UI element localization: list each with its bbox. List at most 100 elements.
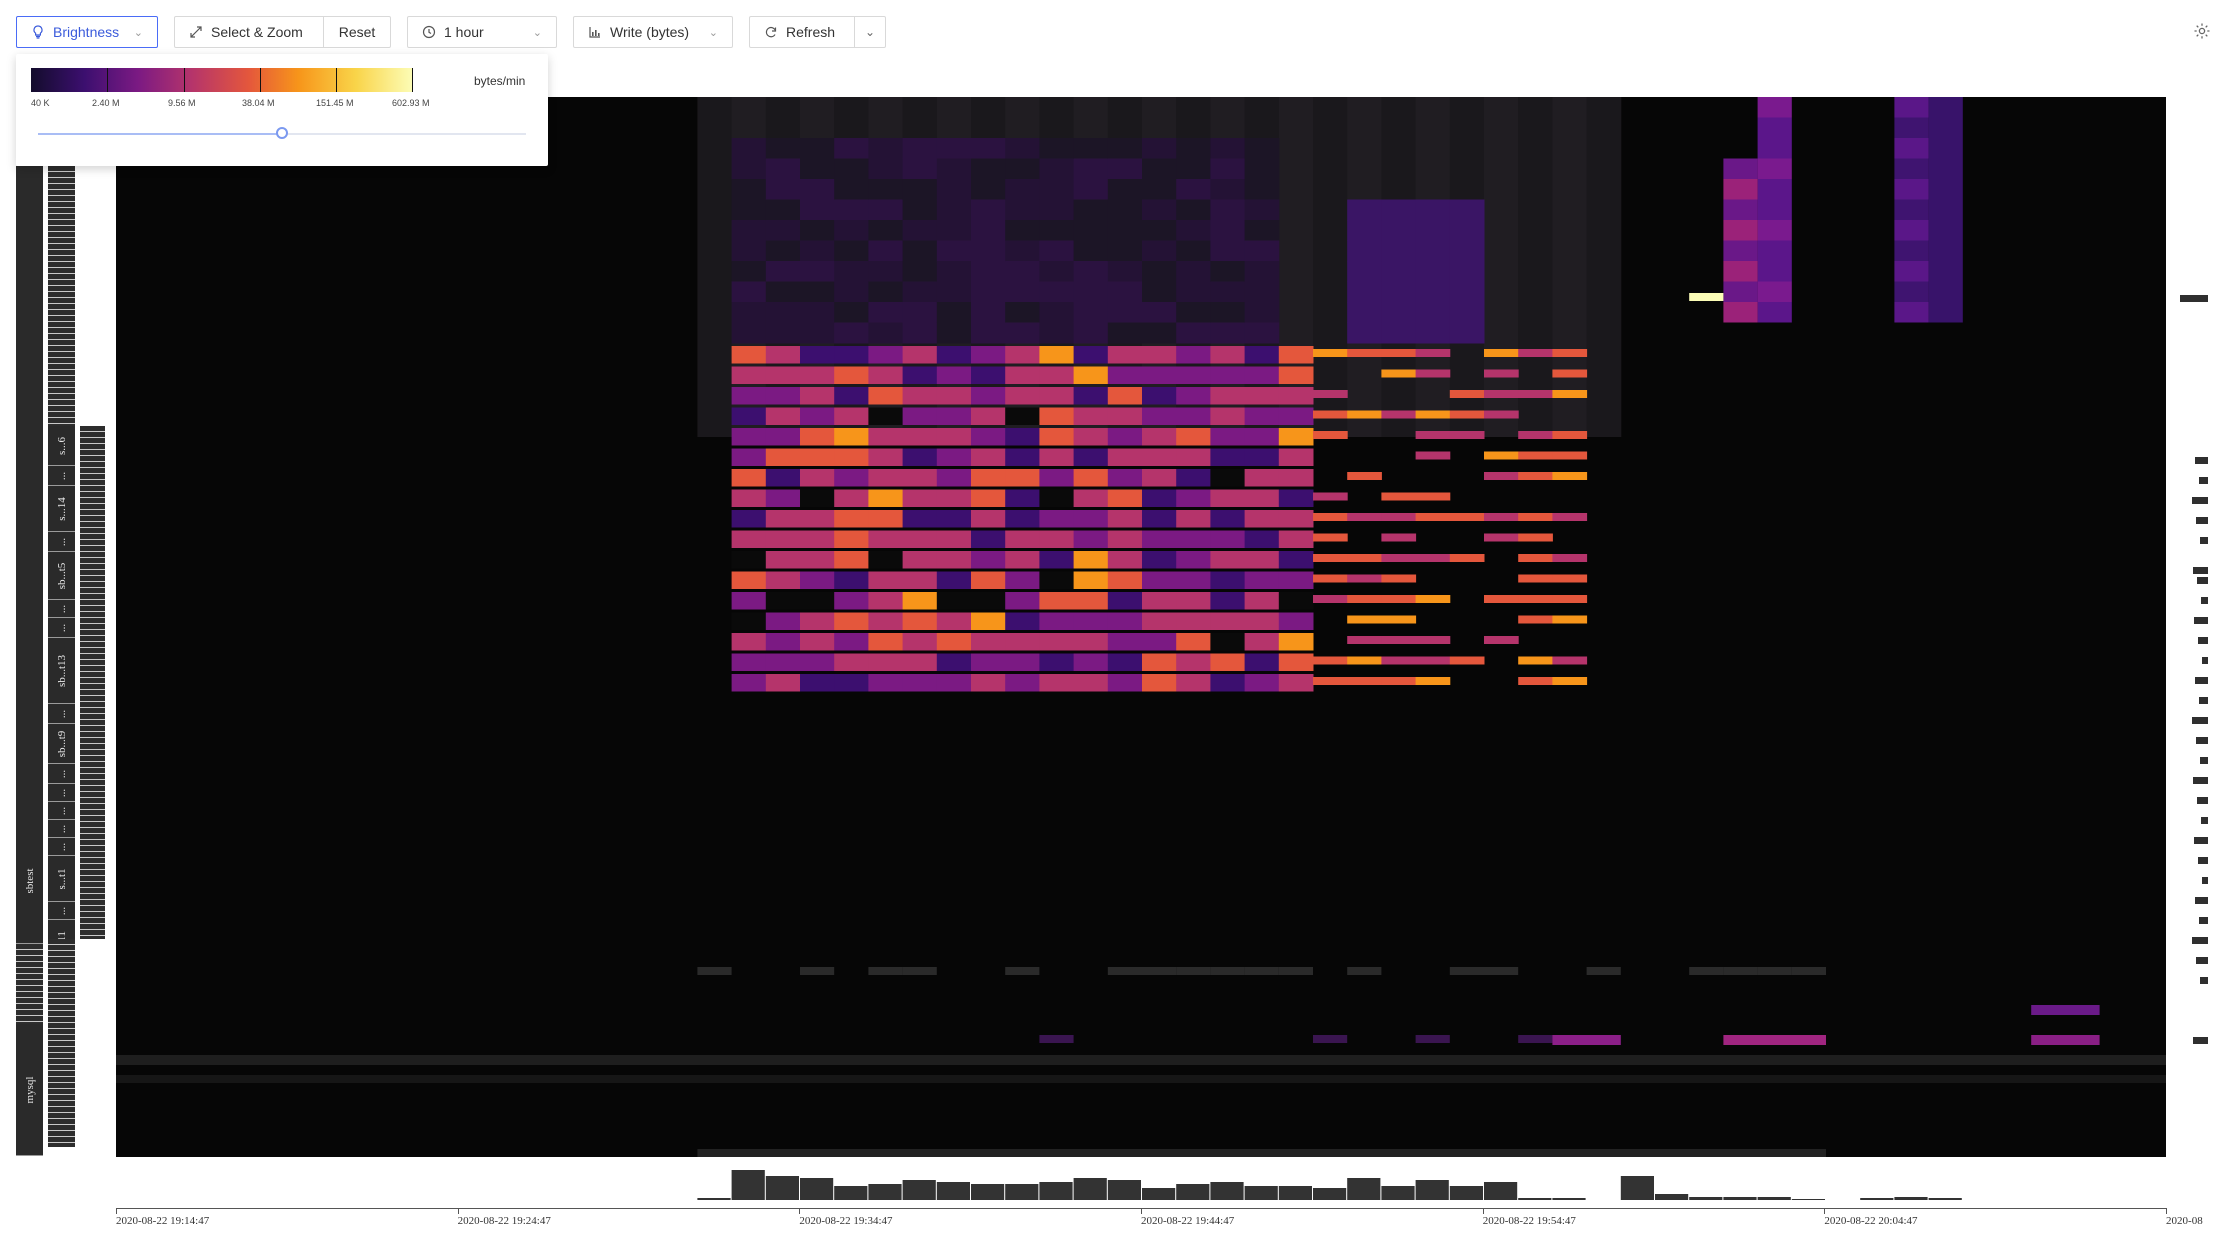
axis-tick-label: 2020-08-22 19:14:47 bbox=[116, 1215, 210, 1227]
table-label-ellipsis[interactable]: ... bbox=[48, 466, 75, 486]
heatmap-svg bbox=[116, 97, 2166, 1157]
legend-label: 38.04 M bbox=[242, 98, 275, 108]
legend-tick bbox=[184, 68, 185, 92]
db-label-sbtest[interactable]: sbtest bbox=[16, 166, 43, 944]
time-range-value: 1 hour bbox=[444, 24, 484, 40]
refresh-label: Refresh bbox=[786, 24, 836, 40]
legend-tick bbox=[260, 68, 261, 92]
legend-tick bbox=[336, 68, 337, 92]
table-label-ellipsis[interactable]: ... bbox=[48, 532, 75, 552]
index-label-column bbox=[80, 426, 105, 939]
chevron-down-icon: ⌄ bbox=[864, 25, 876, 39]
brightness-slider-handle[interactable] bbox=[276, 127, 288, 139]
table-label-text: ... bbox=[55, 537, 68, 546]
table-label-block[interactable]: s...14 bbox=[48, 486, 75, 532]
table-label-text: ... bbox=[55, 471, 68, 480]
table-label-stripes-top bbox=[48, 166, 75, 426]
axis-tick-label: 2020-08-22 20:04:47 bbox=[1824, 1215, 1918, 1227]
axis-tick-label: 2020-08 bbox=[2166, 1215, 2203, 1227]
expand-arrows-icon bbox=[189, 25, 203, 39]
axis-tick-label: 2020-08-22 19:44:47 bbox=[1141, 1215, 1235, 1227]
table-label-ellipsis[interactable]: ... bbox=[48, 838, 75, 856]
table-label-text: s...t1 bbox=[55, 867, 68, 890]
table-label-text: ... bbox=[55, 604, 68, 613]
axis-tick bbox=[457, 1208, 459, 1214]
axis-tick bbox=[2166, 1208, 2168, 1214]
legend-label: 40 K bbox=[31, 98, 50, 108]
table-label-ellipsis[interactable]: ... bbox=[48, 784, 75, 802]
metric-select[interactable]: Write (bytes) ⌄ bbox=[573, 16, 733, 48]
legend-label: 151.45 M bbox=[316, 98, 354, 108]
db-label-mysql[interactable]: mysql bbox=[16, 1024, 43, 1156]
db-label-other-stripes bbox=[16, 944, 43, 1024]
brightness-popover: 40 K 2.40 M 9.56 M 38.04 M 151.45 M 602.… bbox=[16, 54, 548, 166]
reset-button[interactable]: Reset bbox=[323, 16, 391, 48]
gear-icon[interactable] bbox=[2193, 22, 2211, 40]
table-label-text: ... bbox=[55, 788, 68, 797]
axis-tick-label: 2020-08-22 19:54:47 bbox=[1482, 1215, 1576, 1227]
clock-icon bbox=[422, 25, 436, 39]
axis-tick-label: 2020-08-22 19:24:47 bbox=[457, 1215, 551, 1227]
select-zoom-button[interactable]: Select & Zoom bbox=[174, 16, 324, 48]
color-scale-bar bbox=[31, 68, 413, 92]
table-label-text: ... bbox=[55, 769, 68, 778]
time-range-select[interactable]: 1 hour ⌄ bbox=[407, 16, 557, 48]
time-axis bbox=[116, 1208, 2166, 1209]
legend-label: 2.40 M bbox=[92, 98, 120, 108]
table-label-ellipsis[interactable]: ... bbox=[48, 902, 75, 920]
metric-value: Write (bytes) bbox=[610, 24, 690, 40]
axis-tick bbox=[1482, 1208, 1484, 1214]
table-label-text: sb...t13 bbox=[55, 654, 68, 687]
refresh-button[interactable]: Refresh bbox=[749, 16, 855, 48]
brightness-button[interactable]: Brightness ⌄ bbox=[16, 16, 158, 48]
brightness-label: Brightness bbox=[53, 24, 120, 40]
chevron-down-icon: ⌄ bbox=[532, 26, 542, 39]
table-label-text: ... bbox=[55, 806, 68, 815]
table-label-text: sb...t5 bbox=[55, 562, 68, 589]
select-zoom-label: Select & Zoom bbox=[211, 24, 303, 40]
legend-label: 9.56 M bbox=[168, 98, 196, 108]
reset-label: Reset bbox=[338, 24, 376, 40]
legend-label: 602.93 M bbox=[392, 98, 430, 108]
chevron-down-icon: ⌄ bbox=[708, 26, 718, 39]
legend-tick bbox=[412, 68, 413, 92]
legend-unit: bytes/min bbox=[474, 74, 526, 88]
table-label-text: ... bbox=[55, 906, 68, 915]
row-volume-histogram bbox=[2168, 97, 2208, 1157]
table-label-text: s...6 bbox=[55, 436, 68, 455]
table-label-ellipsis[interactable]: ... bbox=[48, 764, 75, 784]
refresh-icon bbox=[764, 25, 778, 39]
legend-tick bbox=[107, 68, 108, 92]
axis-tick bbox=[1824, 1208, 1826, 1214]
table-label-block[interactable]: sb...t5 bbox=[48, 552, 75, 600]
time-volume-histogram bbox=[116, 1160, 2166, 1200]
table-label-text: ... bbox=[55, 824, 68, 833]
table-label-block[interactable]: sb...t9 bbox=[48, 724, 75, 764]
table-label-ellipsis[interactable]: ... bbox=[48, 802, 75, 820]
table-label-text: ... bbox=[55, 623, 68, 632]
table-label-text: sb...t9 bbox=[55, 730, 68, 757]
db-label-text: sbtest bbox=[23, 868, 36, 894]
table-label-column: s...6... s...14... sb...t5...... sb...t13..… bbox=[48, 426, 75, 1000]
axis-tick bbox=[116, 1208, 117, 1214]
table-label-ellipsis[interactable]: ... bbox=[48, 820, 75, 838]
bulb-icon bbox=[31, 25, 45, 39]
table-label-stripes-bottom bbox=[48, 939, 75, 1147]
axis-tick bbox=[799, 1208, 801, 1214]
table-label-ellipsis[interactable]: ... bbox=[48, 618, 75, 638]
db-label-text: mysql bbox=[23, 1076, 36, 1103]
table-label-block[interactable]: s...6 bbox=[48, 426, 75, 466]
brightness-slider-fill bbox=[38, 133, 283, 135]
bar-chart-icon bbox=[588, 25, 602, 39]
refresh-options-button[interactable]: ⌄ bbox=[854, 16, 886, 48]
table-label-text: ... bbox=[55, 842, 68, 851]
chevron-down-icon: ⌄ bbox=[133, 26, 143, 39]
table-label-ellipsis[interactable]: ... bbox=[48, 600, 75, 618]
table-label-ellipsis[interactable]: ... bbox=[48, 704, 75, 724]
table-label-block[interactable]: sb...t13 bbox=[48, 638, 75, 704]
axis-tick bbox=[1141, 1208, 1143, 1214]
heatmap-canvas[interactable] bbox=[116, 97, 2166, 1157]
db-label-column: sbtest mysql bbox=[16, 166, 43, 1156]
table-label-block[interactable]: s...t1 bbox=[48, 856, 75, 902]
axis-tick-label: 2020-08-22 19:34:47 bbox=[799, 1215, 893, 1227]
